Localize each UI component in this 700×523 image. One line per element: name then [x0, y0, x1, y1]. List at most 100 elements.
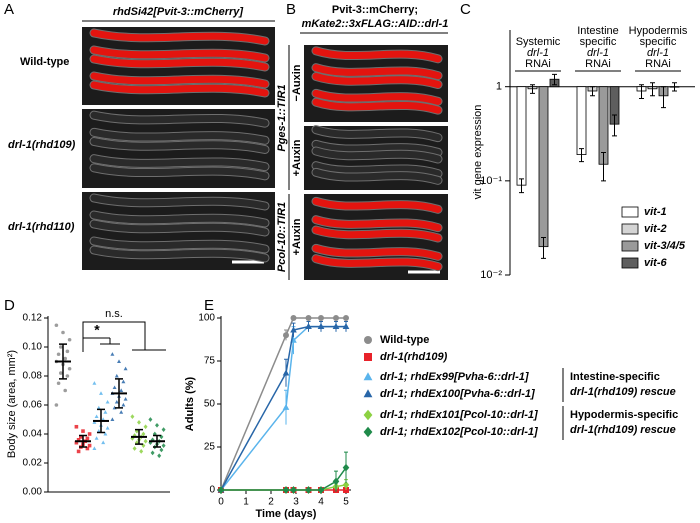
data-point	[159, 434, 164, 440]
worm	[90, 164, 269, 180]
group-label: RNAi	[585, 58, 611, 70]
worm	[90, 237, 269, 253]
bar	[538, 86, 549, 248]
error-bar	[601, 152, 606, 182]
data-point	[161, 427, 166, 432]
data-point	[74, 424, 79, 429]
x-tick-label: 0	[218, 497, 224, 508]
x-tick-label: 4	[318, 497, 324, 508]
worm	[90, 81, 269, 97]
error-bar	[639, 84, 644, 99]
data-point	[148, 417, 153, 422]
worm	[312, 197, 442, 213]
data-point	[305, 486, 312, 494]
y-tick-label: 100	[198, 313, 215, 324]
group-label: Systemic	[516, 36, 561, 48]
data-point	[76, 438, 81, 442]
worm	[312, 64, 442, 80]
panel-title: rhdSi42[Pvit-3::mCherry]	[113, 6, 244, 18]
data-point	[76, 449, 81, 454]
y-tick-label: 25	[204, 442, 216, 453]
sd-bar	[59, 343, 67, 380]
sd-bar	[135, 428, 143, 445]
data-point	[282, 369, 290, 376]
data-point	[290, 326, 297, 333]
data-point	[63, 388, 67, 393]
worm	[90, 55, 269, 71]
data-point	[283, 332, 289, 339]
data-point	[317, 323, 325, 329]
data-point	[141, 443, 146, 448]
worm	[90, 72, 269, 88]
worm	[312, 168, 442, 184]
data-point	[99, 391, 103, 395]
panel-label: D	[4, 297, 15, 314]
data-point	[56, 352, 61, 357]
error-bar	[579, 148, 584, 163]
data-point	[87, 443, 92, 448]
data-point	[54, 323, 59, 328]
data-point	[87, 432, 92, 436]
bracket	[82, 337, 120, 352]
series-line	[220, 317, 346, 491]
data-point	[123, 366, 128, 371]
error-bar	[519, 178, 524, 194]
y-tick-label: 50	[204, 399, 216, 410]
data-point	[137, 420, 141, 425]
data-point	[59, 345, 63, 349]
worm	[90, 111, 269, 127]
data-point	[132, 446, 137, 451]
x-tick-label: 5	[343, 497, 349, 508]
group-label: drl-1	[587, 47, 609, 59]
legend-label: vit-2	[644, 223, 667, 235]
data-point	[103, 410, 108, 414]
legend-label: Wild-type	[380, 334, 429, 346]
data-point	[305, 315, 312, 321]
data-point	[333, 315, 339, 321]
worm	[312, 226, 442, 242]
error-bar	[661, 86, 666, 109]
data-point	[85, 436, 90, 441]
worm	[312, 140, 442, 156]
data-point	[101, 440, 106, 445]
data-point	[67, 366, 72, 371]
panel-label: B	[286, 1, 296, 18]
data-point	[161, 443, 166, 448]
data-point	[92, 381, 97, 385]
data-point	[159, 447, 164, 453]
data-point	[130, 414, 135, 419]
data-point	[150, 450, 155, 456]
data-point	[67, 337, 72, 342]
group-label: specific	[580, 36, 617, 48]
worm	[90, 194, 269, 210]
legend-label: drl-1; rhdEx101[Pcol-10::drl-1]	[380, 409, 538, 421]
worm	[90, 128, 269, 144]
error-bar	[541, 237, 546, 259]
data-point	[96, 405, 101, 410]
data-point	[74, 440, 79, 445]
data-point	[105, 399, 110, 404]
legend-swatch	[621, 223, 639, 235]
condition-label: +Auxin	[291, 218, 303, 255]
panel-label: A	[4, 1, 14, 18]
data-point	[305, 323, 312, 329]
legend-marker	[363, 372, 373, 381]
panel-title: Pvit-3::mCherry;	[332, 4, 418, 16]
data-point	[130, 436, 135, 441]
condition-label: +Auxin	[291, 139, 303, 176]
sd-bar	[79, 434, 87, 448]
error-bar	[552, 73, 557, 86]
y-tick-label: 1	[496, 81, 502, 93]
legend-swatch	[621, 257, 639, 269]
worm	[312, 255, 442, 271]
worm	[90, 246, 269, 262]
y-axis-label: vit gene expression	[472, 105, 484, 200]
group-label: drl-1(rhd109) rescue	[570, 386, 676, 398]
data-point	[139, 449, 144, 454]
group-label: drl-1	[527, 47, 549, 59]
data-point	[59, 371, 63, 375]
worm	[90, 29, 269, 45]
group-label: Intestine-specific	[570, 371, 660, 383]
data-point	[290, 315, 297, 321]
worm	[90, 155, 269, 171]
